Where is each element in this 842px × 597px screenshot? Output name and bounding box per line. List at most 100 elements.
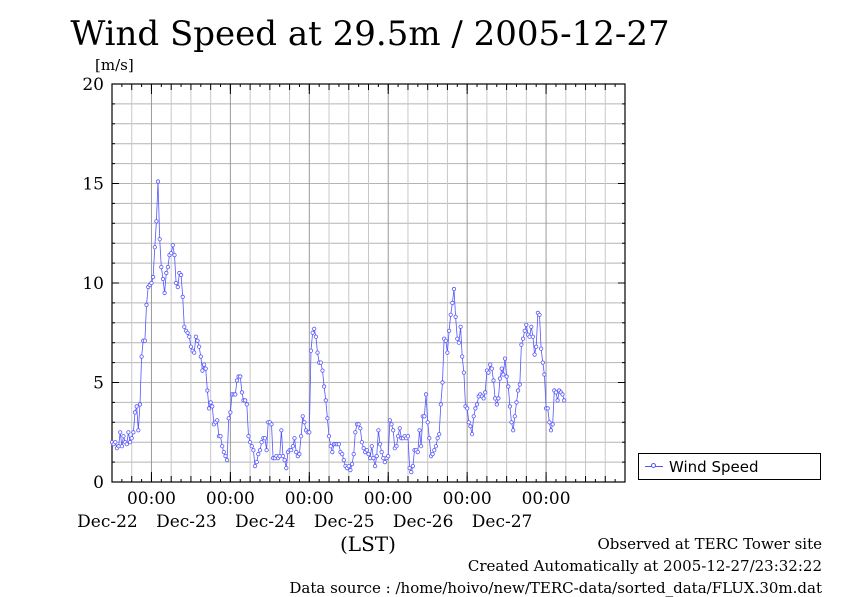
data-point: [336, 442, 341, 447]
data-point: [348, 467, 353, 473]
data-point: [532, 352, 537, 357]
data-point: [203, 366, 208, 371]
data-point: [269, 422, 274, 427]
data-point: [545, 406, 550, 411]
data-point: [326, 434, 332, 439]
data-point: [562, 398, 567, 403]
data-point: [128, 440, 133, 445]
data-point: [277, 453, 282, 459]
y-tick-label: 5: [93, 374, 104, 394]
data-point: [313, 334, 318, 339]
footer-observed: Observed at TERC Tower site: [597, 535, 822, 553]
data-point: [438, 402, 443, 407]
data-point: [254, 459, 259, 465]
data-point: [226, 416, 231, 421]
data-point: [149, 280, 154, 286]
data-point: [450, 300, 455, 305]
data-point: [175, 284, 180, 290]
data-point: [423, 392, 429, 397]
data-point: [367, 455, 373, 461]
data-point: [340, 451, 345, 457]
data-point: [453, 314, 458, 319]
data-point: [132, 410, 138, 415]
data-point: [294, 449, 299, 455]
data-point: [501, 372, 506, 377]
data-point: [121, 434, 126, 439]
data-point: [124, 442, 129, 447]
data-point: [369, 444, 374, 449]
data-point: [154, 219, 159, 224]
data-point: [251, 448, 256, 453]
y-tick-label: 10: [82, 274, 104, 294]
data-point: [185, 330, 190, 335]
y-axis-unit-label: [m/s]: [95, 56, 134, 74]
data-point: [310, 330, 315, 335]
data-point: [144, 302, 149, 307]
data-point: [252, 463, 258, 469]
data-point: [220, 444, 225, 449]
data-point: [458, 324, 463, 329]
data-point: [425, 420, 430, 425]
data-point: [481, 396, 486, 401]
data-point: [244, 402, 249, 407]
data-point: [397, 426, 402, 431]
data-point: [262, 436, 267, 441]
data-point: [517, 382, 522, 387]
data-point: [443, 338, 448, 343]
data-point: [491, 378, 496, 383]
data-point: [228, 410, 233, 415]
data-point: [246, 434, 251, 439]
data-point: [471, 414, 476, 419]
data-point: [511, 428, 516, 433]
data-point: [187, 334, 192, 339]
data-point: [205, 388, 210, 393]
data-point: [507, 404, 512, 409]
data-point: [351, 451, 356, 457]
data-point: [509, 420, 514, 425]
data-point: [417, 428, 422, 433]
data-point: [364, 448, 369, 453]
data-point: [407, 465, 412, 471]
legend-label-wind-speed: Wind Speed: [669, 458, 759, 476]
data-point: [170, 243, 175, 248]
data-point: [492, 396, 498, 401]
data-point: [151, 274, 156, 280]
data-point: [527, 334, 532, 339]
data-point: [488, 362, 493, 367]
data-point: [433, 444, 438, 449]
data-point: [418, 444, 424, 449]
data-point: [519, 342, 524, 347]
data-point: [445, 350, 450, 355]
data-point: [134, 404, 139, 409]
legend: Wind Speed: [638, 453, 821, 480]
data-point: [280, 453, 286, 459]
data-point: [468, 424, 473, 429]
data-point: [264, 448, 269, 453]
data-point: [116, 444, 121, 449]
y-tick-label: 0: [93, 473, 104, 493]
data-point: [473, 406, 478, 411]
data-point: [119, 444, 125, 449]
data-point: [341, 457, 346, 463]
data-point: [389, 422, 394, 427]
data-point: [387, 418, 392, 423]
data-point: [515, 388, 521, 393]
data-point: [432, 448, 437, 453]
data-point: [497, 376, 503, 381]
data-point: [405, 434, 411, 439]
data-point: [382, 459, 387, 465]
data-point: [139, 354, 144, 359]
data-point: [560, 392, 565, 397]
data-point: [502, 356, 508, 361]
data-point: [409, 469, 414, 475]
data-point: [136, 428, 141, 433]
data-point: [206, 406, 212, 411]
data-point: [374, 453, 379, 459]
data-point: [221, 449, 226, 455]
data-point: [323, 398, 328, 403]
data-point: [361, 446, 366, 451]
data-point: [298, 434, 304, 439]
data-point: [218, 434, 223, 439]
data-point: [172, 253, 177, 258]
data-point: [300, 414, 305, 419]
